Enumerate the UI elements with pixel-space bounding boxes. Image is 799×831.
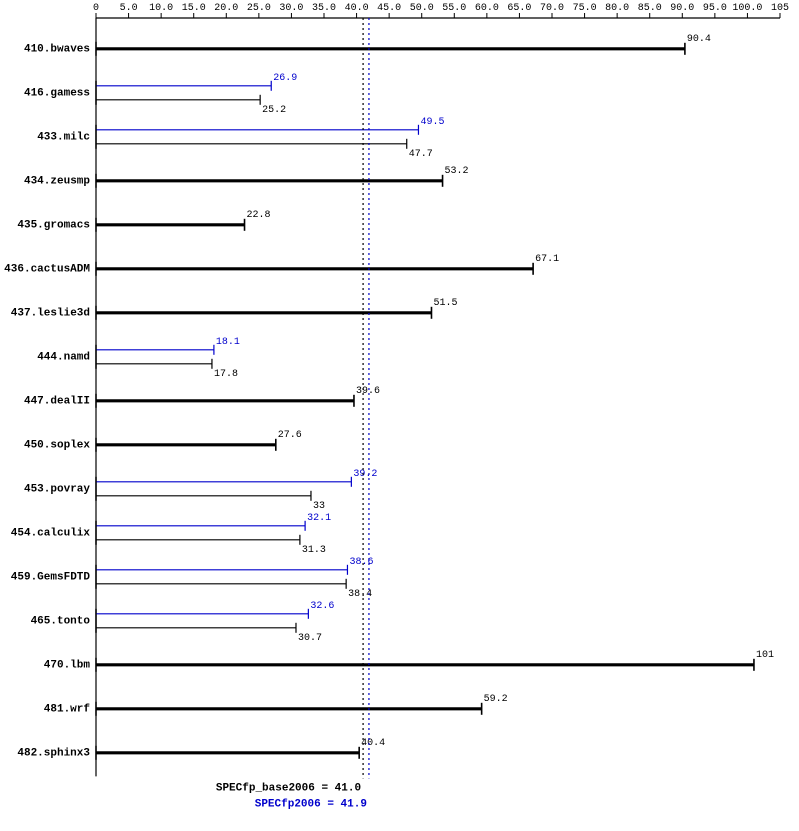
base-value: 22.8 [247, 210, 271, 221]
base-value: 27.6 [278, 430, 302, 441]
base-value: 90.4 [687, 34, 711, 45]
x-tick-label: 105 [771, 3, 789, 14]
x-tick-label: 100.0 [732, 3, 762, 14]
benchmark-label: 437.leslie3d [11, 308, 90, 320]
benchmark-label: 434.zeusmp [24, 176, 90, 188]
base-value: 53.2 [445, 166, 469, 177]
x-tick-label: 70.0 [540, 3, 564, 14]
x-tick-label: 85.0 [638, 3, 662, 14]
base-value: 39.6 [356, 386, 380, 397]
benchmark-label: 410.bwaves [24, 44, 90, 56]
x-tick-label: 0 [93, 3, 99, 14]
x-tick-label: 35.0 [312, 3, 336, 14]
benchmark-label: 481.wrf [44, 704, 91, 716]
base-value: 40.4 [361, 738, 385, 749]
peak-value: 49.5 [420, 117, 444, 128]
base-value: 31.3 [302, 545, 326, 556]
x-tick-label: 5.0 [120, 3, 138, 14]
base-value: 101 [756, 650, 774, 661]
benchmark-label: 447.dealII [24, 396, 90, 408]
base-value: 33 [313, 501, 325, 512]
x-tick-label: 65.0 [507, 3, 531, 14]
x-tick-label: 90.0 [670, 3, 694, 14]
benchmark-label: 436.cactusADM [4, 264, 90, 276]
x-tick-label: 40.0 [345, 3, 369, 14]
peak-value: 32.6 [310, 601, 334, 612]
x-tick-label: 25.0 [247, 3, 271, 14]
x-tick-label: 10.0 [149, 3, 173, 14]
peak-value: 26.9 [273, 73, 297, 84]
benchmark-label: 416.gamess [24, 88, 90, 100]
base-value: 67.1 [535, 254, 559, 265]
peak-value: 32.1 [307, 513, 331, 524]
chart-canvas: 0 5.0 10.0 15.0 20.0 25.0 30.0 35.0 40.0 45.0 50.0… [0, 0, 799, 831]
peak-value: 38.6 [349, 557, 373, 568]
x-tick-label: 30.0 [279, 3, 303, 14]
x-tick-label: 60.0 [475, 3, 499, 14]
benchmark-label: 444.namd [37, 352, 90, 364]
x-tick-label: 95.0 [703, 3, 727, 14]
benchmark-label: 435.gromacs [17, 220, 90, 232]
x-tick-label: 80.0 [605, 3, 629, 14]
benchmark-label: 433.milc [37, 132, 90, 144]
x-tick-label: 20.0 [214, 3, 238, 14]
benchmark-label: 470.lbm [44, 660, 91, 672]
benchmark-label: 482.sphinx3 [17, 748, 90, 760]
x-tick-label: 45.0 [377, 3, 401, 14]
x-tick-label: 75.0 [573, 3, 597, 14]
benchmark-label: 454.calculix [11, 528, 91, 540]
peak-value: 18.1 [216, 337, 240, 348]
footer-base-label: SPECfp_base2006 = 41.0 [216, 782, 361, 794]
base-value: 25.2 [262, 105, 286, 116]
x-tick-label: 15.0 [182, 3, 206, 14]
x-tick-label: 55.0 [442, 3, 466, 14]
x-tick-label: 50.0 [410, 3, 434, 14]
spec-fp2006-chart: 0 5.0 10.0 15.0 20.0 25.0 30.0 35.0 40.0 45.0 50.0… [0, 0, 799, 831]
benchmark-label: 465.tonto [31, 616, 91, 628]
benchmark-label: 459.GemsFDTD [11, 572, 91, 584]
peak-value: 39.2 [353, 469, 377, 480]
base-value: 30.7 [298, 633, 322, 644]
base-value: 47.7 [409, 149, 433, 160]
base-value: 51.5 [433, 298, 457, 309]
benchmark-label: 453.povray [24, 484, 90, 496]
footer-peak-label: SPECfp2006 = 41.9 [255, 798, 367, 810]
benchmark-label: 450.soplex [24, 440, 90, 452]
base-value: 17.8 [214, 369, 238, 380]
base-value: 59.2 [484, 694, 508, 705]
chart-bg [0, 0, 799, 831]
